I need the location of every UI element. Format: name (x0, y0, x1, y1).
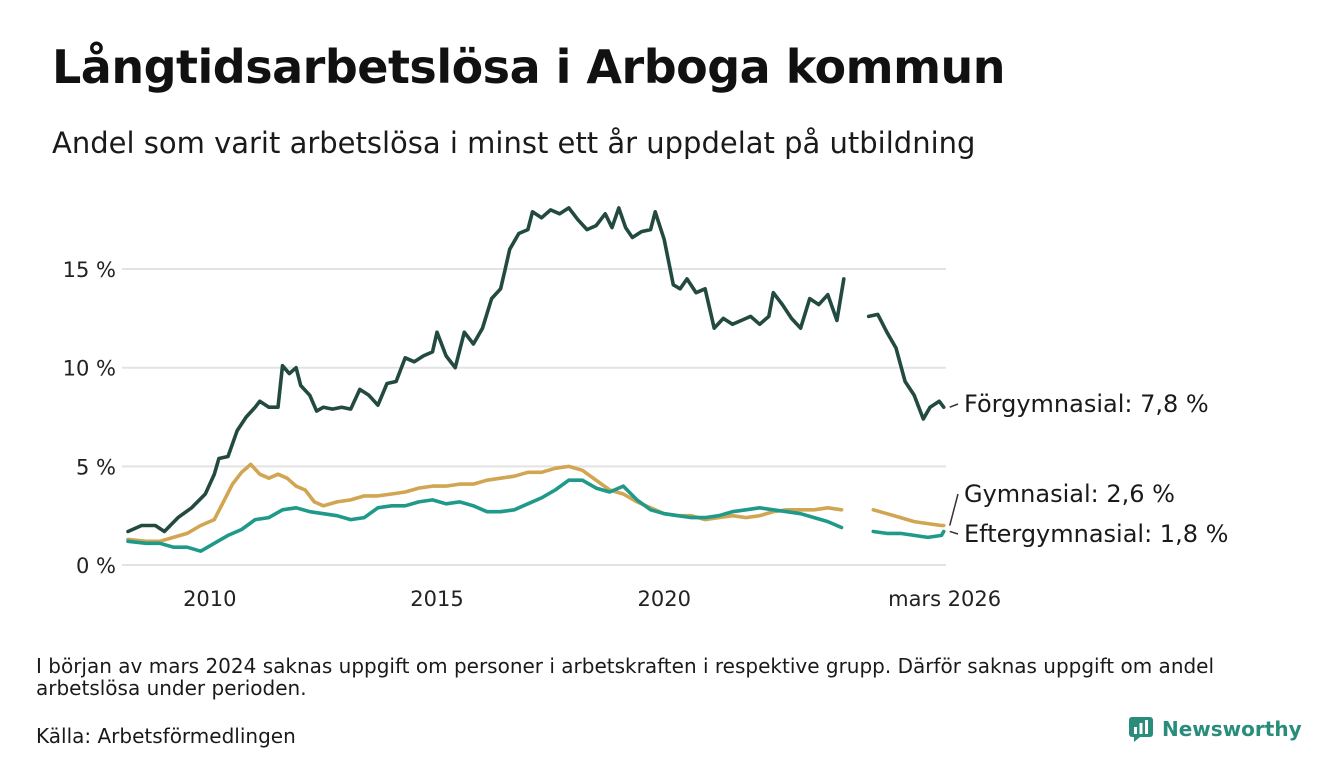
x-tick-label: mars 2026 (888, 587, 1001, 611)
series-line-gymnasial-before-gap (126, 462, 844, 544)
series-label-gymnasial: Gymnasial: 2,6 % (964, 480, 1175, 508)
x-tick-label: 2020 (638, 587, 691, 611)
source-credit: Källa: Arbetsförmedlingen (36, 724, 296, 748)
x-tick-label: 2010 (183, 587, 236, 611)
bar-chart-icon (1129, 717, 1153, 742)
x-tick-label: 2015 (410, 587, 463, 611)
y-tick-label: 10 % (63, 357, 116, 381)
y-tick-label: 0 % (76, 554, 116, 578)
line-chart: 0 % 5 % 10 % 15 % 2010 2015 2020 mars 2026 Förgy… (63, 206, 1228, 611)
series-line-forgymnasial-before-gap (126, 206, 846, 534)
footnote: I början av mars 2024 saknas uppgift om … (36, 654, 1215, 700)
series-label-forgymnasial: Förgymnasial: 7,8 % (964, 390, 1209, 418)
brand-logo: Newsworthy (1128, 716, 1302, 742)
page-subtitle: Andel som varit arbetslösa i minst ett å… (52, 126, 976, 160)
page-title: Långtidsarbetslösa i Arboga kommun (52, 40, 1006, 94)
y-tick-label: 15 % (63, 258, 116, 282)
series-line-eftergymnasial-after-gap (871, 529, 946, 540)
y-tick-label: 5 % (76, 455, 116, 479)
series-label-eftergymnasial: Eftergymnasial: 1,8 % (964, 520, 1228, 548)
label-connector-forgymnasial (949, 403, 959, 408)
label-connector-eftergymnasial (949, 530, 959, 535)
label-connector-gymnasial (949, 493, 959, 526)
series-line-eftergymnasial-before-gap (126, 478, 844, 553)
series-line-gymnasial-after-gap (871, 508, 946, 528)
brand-name: Newsworthy (1162, 717, 1302, 741)
series-line-forgymnasial-after-gap (866, 312, 946, 421)
